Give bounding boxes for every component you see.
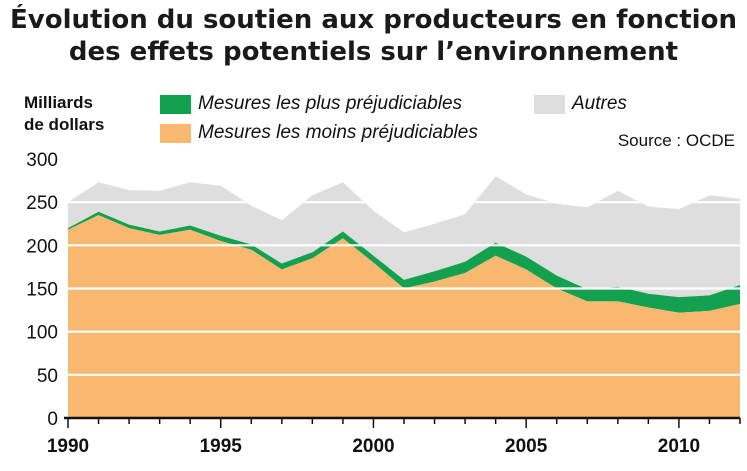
legend-swatch-most: [160, 94, 191, 114]
source-note: Source : OCDE: [617, 131, 735, 150]
area-other: [68, 176, 740, 298]
y-axis-label-line-2: de dollars: [24, 115, 105, 134]
legend-label-most: Mesures les plus préjudiciables: [198, 93, 463, 114]
y-axis-label-line-1: Milliards: [24, 93, 93, 112]
chart-title-line-1: Évolution du soutien aux producteurs en …: [10, 5, 737, 35]
y-tick-label-200: 200: [26, 236, 58, 257]
legend-label-least: Mesures les moins préjudiciables: [198, 122, 478, 143]
y-tick-label-150: 150: [26, 280, 58, 301]
y-axis-label: Milliards de dollars: [24, 92, 104, 136]
legend-item-most: Mesures les plus préjudiciables: [160, 93, 462, 115]
chart-title: Évolution du soutien aux producteurs en …: [0, 4, 747, 68]
x-tick-label-2010: 2010: [658, 436, 700, 457]
legend-swatch-least: [160, 123, 191, 143]
chart-title-line-2: des effets potentiels sur l’environnemen…: [68, 37, 679, 67]
x-tick-label-1990: 1990: [47, 436, 89, 457]
y-tick-label-300: 300: [26, 150, 58, 171]
legend-item-other: Autres: [534, 93, 627, 115]
legend-item-least: Mesures les moins préjudiciables: [160, 122, 478, 144]
legend-label-other: Autres: [572, 93, 627, 114]
legend-swatch-other: [534, 94, 565, 114]
x-tick-label-2005: 2005: [505, 436, 548, 457]
y-tick-label-0: 0: [47, 409, 58, 430]
y-tick-label-50: 50: [37, 366, 58, 387]
y-tick-label-100: 100: [26, 323, 58, 344]
y-tick-label-250: 250: [26, 193, 58, 214]
area-least-harmful: [68, 215, 740, 418]
x-tick-label-2000: 2000: [352, 436, 394, 457]
x-tick-label-1995: 1995: [200, 436, 243, 457]
